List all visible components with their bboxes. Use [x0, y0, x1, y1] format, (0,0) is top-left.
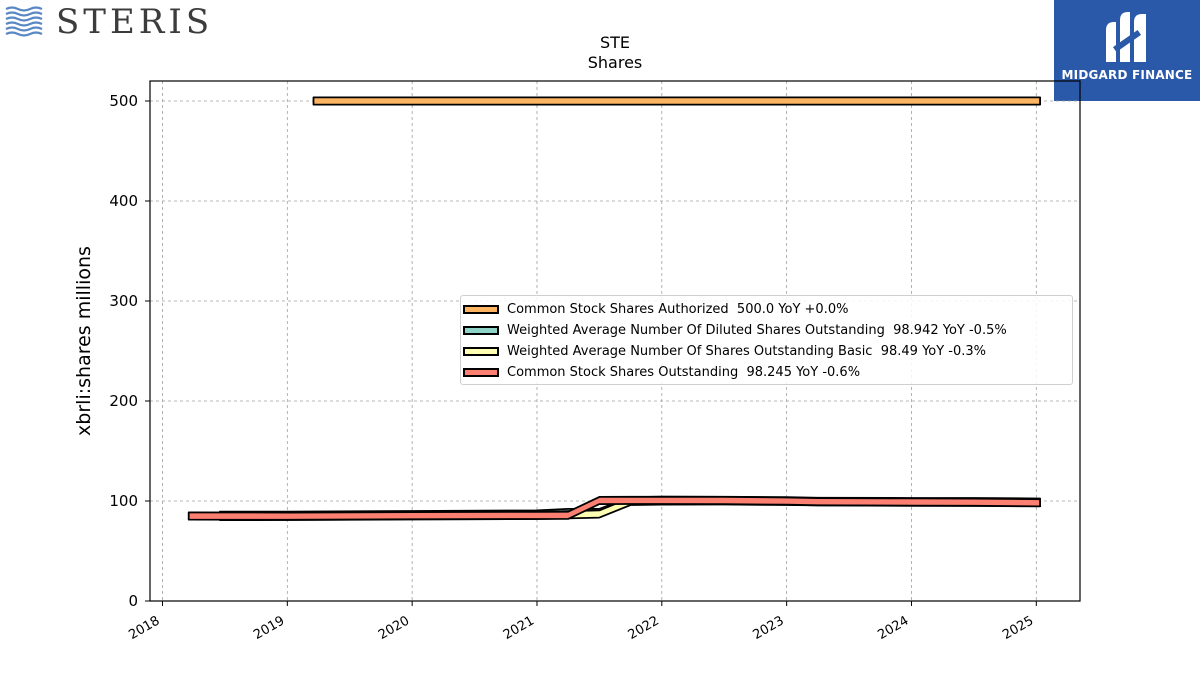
y-tick-label: 500: [109, 92, 138, 110]
legend-item: Common Stock Shares Outstanding 98.245 Y…: [461, 363, 860, 383]
legend-swatch: [463, 368, 499, 378]
x-tick-label: 2020: [376, 613, 412, 643]
x-tick-label: 2019: [251, 613, 287, 643]
legend-item: Weighted Average Number Of Diluted Share…: [461, 320, 1007, 340]
legend-label: Common Stock Shares Authorized 500.0 YoY…: [507, 301, 849, 317]
x-tick-label: 2018: [126, 613, 162, 643]
y-tick-label: 200: [109, 392, 138, 410]
plot-frame: [149, 80, 1081, 602]
y-axis-label: xbrli:shares millions: [73, 246, 95, 436]
y-tick-label: 300: [109, 292, 138, 310]
x-tick-label: 2025: [1000, 613, 1036, 643]
midgard-monogram-icon: [1106, 12, 1146, 62]
y-tick-label: 100: [109, 492, 138, 510]
chart-title-ticker: STE: [599, 33, 631, 52]
chart-title-metric: Shares: [587, 53, 643, 72]
legend-swatch: [463, 325, 499, 335]
midgard-wordmark: MIDGARD FINANCE: [1061, 68, 1193, 82]
series-band-4: [187, 495, 1041, 521]
wave-line: [5, 31, 43, 37]
wave-line: [5, 6, 43, 12]
wave-line: [5, 11, 43, 17]
x-tick-label: 2022: [626, 613, 662, 643]
x-tick-label: 2024: [875, 613, 911, 643]
legend-item: Common Stock Shares Authorized 500.0 YoY…: [461, 299, 848, 319]
wave-line: [5, 16, 43, 22]
legend-label: Weighted Average Number Of Shares Outsta…: [507, 343, 987, 359]
series-areas: [187, 96, 1041, 521]
legend-label: Weighted Average Number Of Diluted Share…: [507, 322, 1007, 338]
series-band-1: [312, 96, 1041, 106]
wave-line: [5, 26, 43, 32]
wave-line: [5, 21, 43, 27]
legend-item: Weighted Average Number Of Shares Outsta…: [461, 341, 986, 361]
legend: Common Stock Shares Authorized 500.0 YoY…: [460, 295, 1073, 385]
y-tick-label: 400: [109, 192, 138, 210]
x-tick-label: 2023: [750, 613, 786, 643]
steris-logo: STERIS: [4, 4, 213, 40]
steris-waves-icon: [5, 6, 43, 37]
y-tick-label: 0: [128, 592, 138, 610]
x-tick-label: 2021: [501, 613, 537, 643]
steris-wordmark: STERIS: [56, 2, 214, 42]
legend-label: Common Stock Shares Outstanding 98.245 Y…: [507, 365, 861, 381]
legend-swatch: [463, 304, 499, 314]
midgard-finance-logo: MIDGARD FINANCE: [1054, 0, 1200, 101]
legend-swatch: [463, 346, 499, 356]
